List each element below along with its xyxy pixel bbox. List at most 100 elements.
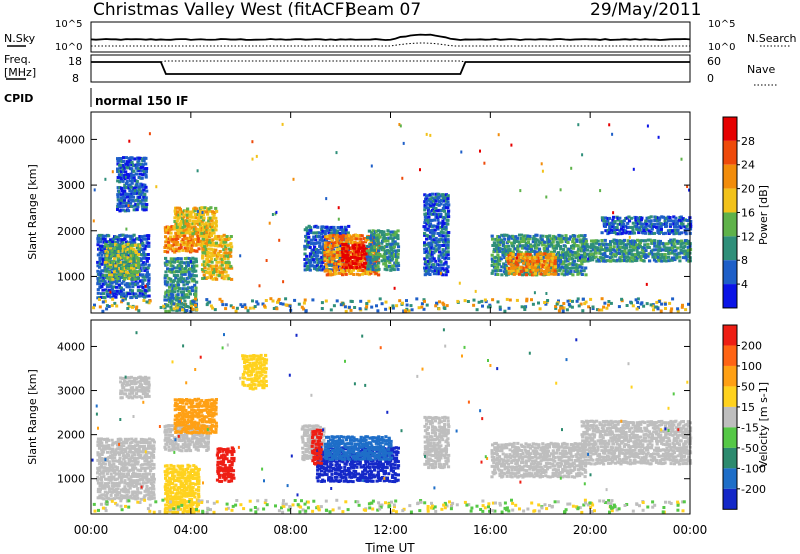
scatter-cell: [430, 231, 434, 235]
scatter-cell: [319, 247, 323, 251]
scatter-cell: [432, 251, 436, 255]
scatter-cell: [134, 457, 138, 461]
scatter-cell: [606, 219, 610, 223]
scatter-cell: [110, 449, 114, 453]
scatter-cell: [571, 240, 575, 244]
scatter-cell: [556, 251, 561, 255]
scatter-cell: [135, 472, 139, 476]
scatter-cell: [116, 176, 120, 179]
scatter-cell: [445, 267, 449, 271]
scatter-cell: [194, 289, 198, 293]
scatter-cell: [105, 246, 110, 250]
scatter-cell: [330, 246, 334, 250]
scatter-cell: [580, 262, 584, 266]
scatter-cell: [602, 256, 606, 260]
scatter-cell: [152, 487, 156, 491]
scatter-cell: [664, 259, 668, 263]
scatter-cell: [668, 223, 673, 227]
scatter-cell: [119, 157, 123, 160]
scatter-cell: [498, 249, 502, 253]
scatter-cell: [171, 264, 175, 268]
scatter-cell: [604, 216, 608, 220]
scatter-cell: [149, 482, 153, 485]
scatter-cell: [96, 468, 100, 472]
scatter-cell: [567, 247, 571, 251]
scatter-cell: [141, 173, 145, 177]
scatter-cell: [331, 260, 335, 264]
scatter-cell: [215, 237, 219, 241]
scatter-cell: [201, 243, 205, 247]
scatter-cell: [676, 246, 680, 250]
scatter-cell: [202, 225, 206, 229]
scatter-cell: [553, 244, 557, 248]
scatter-cell: [365, 237, 369, 241]
scatter-cell: [516, 269, 520, 273]
scatter-cell: [98, 279, 102, 283]
scatter-cell: [198, 209, 202, 213]
scatter-cell: [668, 216, 672, 219]
scatter-cell: [129, 288, 133, 292]
scatter-cell: [303, 228, 307, 232]
scatter-cell: [364, 257, 368, 261]
scatter-cell: [108, 273, 112, 277]
scatter-cell: [201, 237, 205, 241]
scatter-cell: [355, 258, 359, 262]
scatter-cell: [114, 440, 118, 444]
scatter-cell: [186, 207, 190, 211]
ground-scatter-cell: [405, 303, 409, 307]
scatter-cell: [116, 186, 120, 190]
scatter-cell: [428, 235, 433, 239]
scatter-cell: [309, 260, 313, 264]
scatter-cell: [523, 258, 527, 262]
scatter-cell: [145, 438, 149, 442]
scatter-cell: [213, 211, 217, 214]
scatter-cell: [321, 225, 325, 229]
scatter-cell: [309, 231, 313, 235]
noise-cell: [510, 143, 513, 147]
scatter-cell: [583, 234, 587, 237]
scatter-cell: [134, 484, 138, 488]
ground-scatter-cell: [135, 305, 139, 309]
scatter-cell: [116, 170, 120, 173]
scatter-cell: [535, 259, 540, 263]
scatter-cell: [380, 230, 384, 233]
scatter-cell: [146, 253, 150, 256]
scatter-cell: [378, 253, 382, 256]
scatter-cell: [195, 220, 199, 224]
scatter-cell: [358, 262, 362, 266]
ground-scatter-cell: [239, 303, 243, 307]
colorbar-swatch: [723, 212, 737, 237]
scatter-cell: [424, 247, 429, 251]
scatter-cell: [215, 235, 219, 239]
scatter-cell: [121, 494, 125, 498]
scatter-cell: [437, 269, 441, 273]
scatter-cell: [163, 298, 167, 302]
scatter-cell: [179, 246, 183, 250]
scatter-cell: [175, 219, 179, 223]
scatter-cell: [511, 266, 515, 270]
scatter-cell: [442, 249, 446, 253]
scatter-cell: [571, 250, 575, 254]
scatter-cell: [305, 226, 309, 230]
scatter-cell: [335, 240, 339, 244]
scatter-cell: [323, 259, 327, 263]
scatter-cell: [105, 450, 110, 454]
scatter-cell: [446, 253, 450, 257]
scatter-cell: [616, 245, 620, 249]
scatter-cell: [341, 247, 345, 251]
scatter-cell: [144, 447, 148, 451]
scatter-cell: [123, 487, 127, 491]
scatter-cell: [635, 221, 639, 225]
scatter-cell: [571, 266, 575, 270]
scatter-cell: [380, 241, 384, 245]
noise-cell: [460, 150, 463, 154]
scatter-cell: [356, 257, 360, 260]
scatter-cell: [150, 462, 154, 466]
scatter-cell: [179, 290, 184, 294]
scatter-cell: [214, 206, 218, 210]
scatter-cell: [546, 268, 550, 272]
ground-scatter-cell: [263, 304, 266, 308]
scatter-cell: [380, 248, 384, 252]
scatter-cell: [169, 231, 173, 235]
scatter-cell: [434, 259, 438, 263]
